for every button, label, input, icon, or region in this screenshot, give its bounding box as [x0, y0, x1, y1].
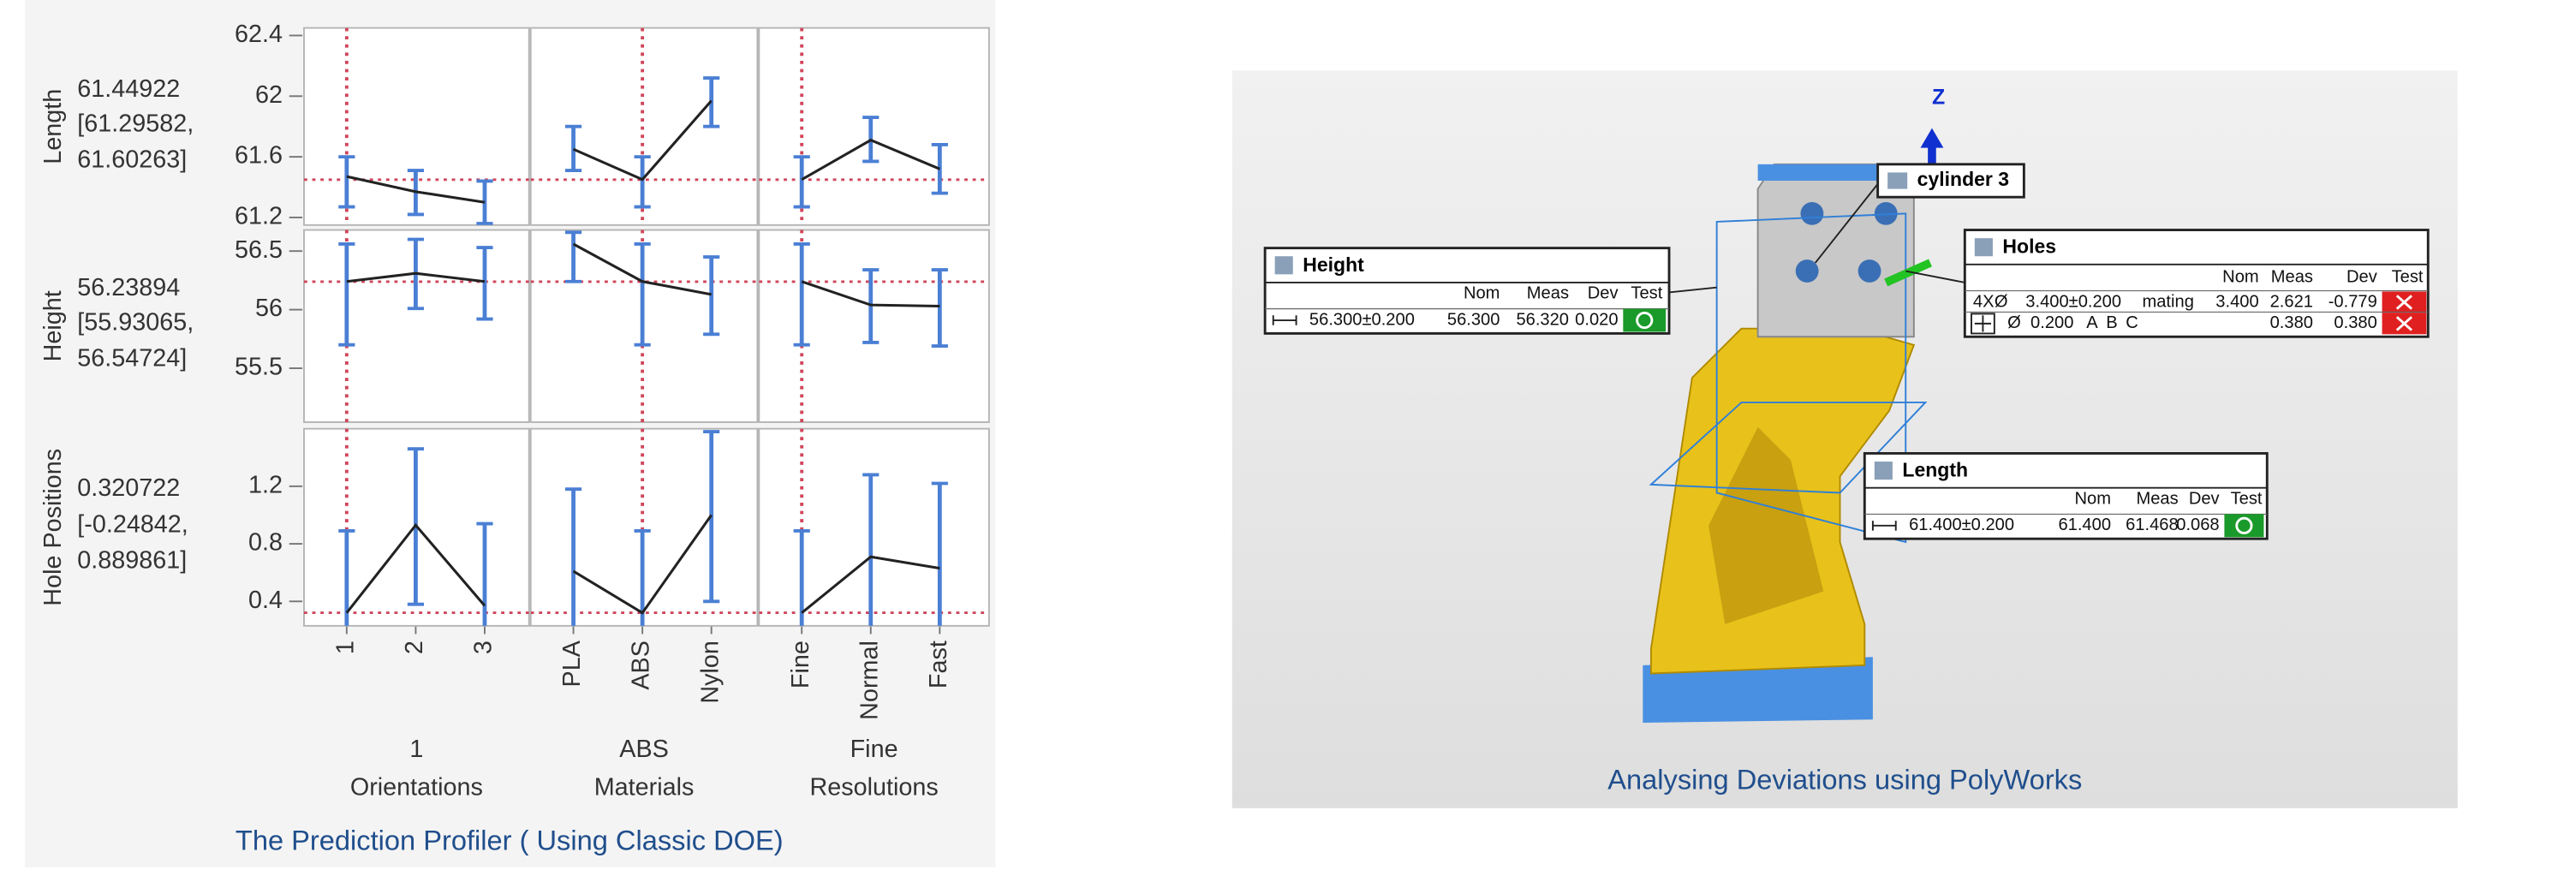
y-tick-label: 56: [255, 295, 283, 322]
panel: [759, 230, 989, 422]
column-header: Dev: [2189, 489, 2220, 508]
factor-current: ABS: [619, 736, 669, 763]
feature-label: cylinder 3: [1917, 168, 2009, 190]
y-tick-label: 1.2: [248, 471, 283, 498]
chart-title: The Prediction Profiler ( Using Classic …: [236, 825, 784, 856]
response-name: Length: [39, 89, 67, 164]
cell: 0.380: [2270, 313, 2313, 332]
factor-current: Fine: [850, 736, 898, 763]
y-tick-label: 62: [255, 81, 283, 109]
cell: 61.400: [2058, 516, 2111, 534]
column-header: Meas: [2271, 267, 2313, 286]
screenshot: 1 2 3 1 Orientations PLA ABS Nylon ABS Materials F…: [0, 0, 2576, 888]
cell: 0.200: [2030, 313, 2073, 332]
prediction-label: 56.23894: [77, 274, 180, 301]
column-header: Meas: [1527, 284, 1569, 303]
cell: Ø: [2007, 313, 2021, 332]
cell: mating: [2142, 292, 2193, 311]
x-tick-label: Fast: [925, 641, 952, 688]
x-tick-label: 2: [401, 641, 428, 654]
cell: C: [2126, 313, 2138, 332]
cell: 0.380: [2334, 313, 2376, 332]
cell: Ø: [1995, 292, 2008, 311]
callout-title: Height: [1303, 253, 1364, 276]
column-header: Nom: [1464, 284, 1500, 303]
cell: 61.468: [2126, 516, 2179, 534]
interval-label: [-0.24842,: [77, 510, 188, 538]
y-tick-label: 62.4: [235, 21, 283, 48]
interval-label: [61.29582,: [77, 110, 194, 137]
axis-label: Z: [1932, 86, 1945, 110]
interval-label: [55.93065,: [77, 308, 194, 336]
cell: 61.400±0.200: [1909, 516, 2014, 534]
cell: A: [2086, 313, 2098, 332]
panel: [759, 429, 989, 626]
y-tick-label: 56.5: [235, 236, 283, 264]
column-header: Test: [1631, 284, 1662, 303]
response-name: Hole Positions: [39, 449, 67, 606]
column-header: Nom: [2075, 489, 2112, 508]
x-tick-label: Nylon: [696, 641, 724, 704]
column-header: Dev: [2346, 267, 2377, 286]
y-tick-label: 61.6: [235, 142, 283, 170]
cell: 56.300±0.200: [1309, 310, 1415, 329]
cell: 56.320: [1516, 310, 1569, 329]
cell: B: [2106, 313, 2117, 332]
hole: [1796, 259, 1819, 283]
interval-label: 61.60263]: [77, 146, 187, 174]
icon: [1975, 238, 1993, 256]
column-header: Dev: [1588, 284, 1619, 303]
hole: [1858, 259, 1881, 283]
cell: 0.068: [2176, 516, 2219, 534]
factor-name: Materials: [594, 773, 695, 801]
x-tick-label: ABS: [628, 641, 655, 690]
column-header: Test: [2392, 267, 2424, 286]
x-tick-label: 1: [331, 641, 359, 654]
column-header: Meas: [2136, 489, 2178, 508]
cell: 56.300: [1447, 310, 1500, 329]
x-tick-label: Fine: [787, 641, 814, 688]
x-tick-label: Normal: [856, 641, 883, 720]
icon: [1275, 256, 1293, 274]
factor-current: 1: [409, 736, 423, 763]
page: 1 2 3 1 Orientations PLA ABS Nylon ABS Materials F…: [0, 0, 2576, 888]
callout-title: Holes: [2002, 235, 2056, 258]
cell: -0.779: [2329, 292, 2377, 311]
cell: 3.400±0.200: [2025, 292, 2121, 311]
y-tick-label: 0.8: [248, 529, 283, 557]
y-tick-label: 55.5: [235, 354, 283, 381]
column-header: Nom: [2222, 267, 2259, 286]
cell: 0.020: [1575, 310, 1618, 329]
y-tick-label: 0.4: [248, 587, 283, 614]
cell: 4X: [1973, 292, 1995, 311]
column-header: Test: [2231, 489, 2263, 508]
panel: [759, 28, 989, 225]
callout-title: Length: [1902, 459, 1968, 481]
cell: 3.400: [2215, 292, 2258, 311]
hole: [1800, 202, 1823, 225]
cell: 2.621: [2270, 292, 2313, 311]
prediction-label: 0.320722: [77, 474, 180, 502]
icon: [1887, 172, 1907, 188]
x-tick-label: 3: [470, 641, 498, 654]
response-name: Height: [39, 290, 67, 361]
interval-label: 56.54724]: [77, 345, 187, 372]
factor-name: Resolutions: [809, 773, 938, 801]
icon: [1875, 462, 1893, 480]
factor-name: Orientations: [350, 773, 483, 801]
caption: Analysing Deviations using PolyWorks: [1607, 764, 2082, 796]
interval-label: 0.889861]: [77, 547, 187, 575]
x-tick-label: PLA: [558, 640, 586, 687]
prediction-label: 61.44922: [77, 75, 180, 103]
y-tick-label: 61.2: [235, 203, 283, 230]
